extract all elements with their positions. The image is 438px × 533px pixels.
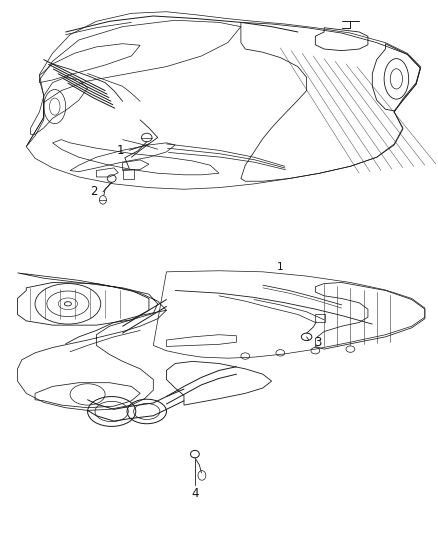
Text: 1: 1 (117, 144, 124, 157)
Text: 1: 1 (277, 262, 284, 271)
Text: 4: 4 (191, 487, 199, 499)
Bar (123, 169, 134, 179)
Text: 2: 2 (90, 185, 98, 198)
Text: 3: 3 (314, 336, 321, 349)
Bar (315, 314, 325, 322)
